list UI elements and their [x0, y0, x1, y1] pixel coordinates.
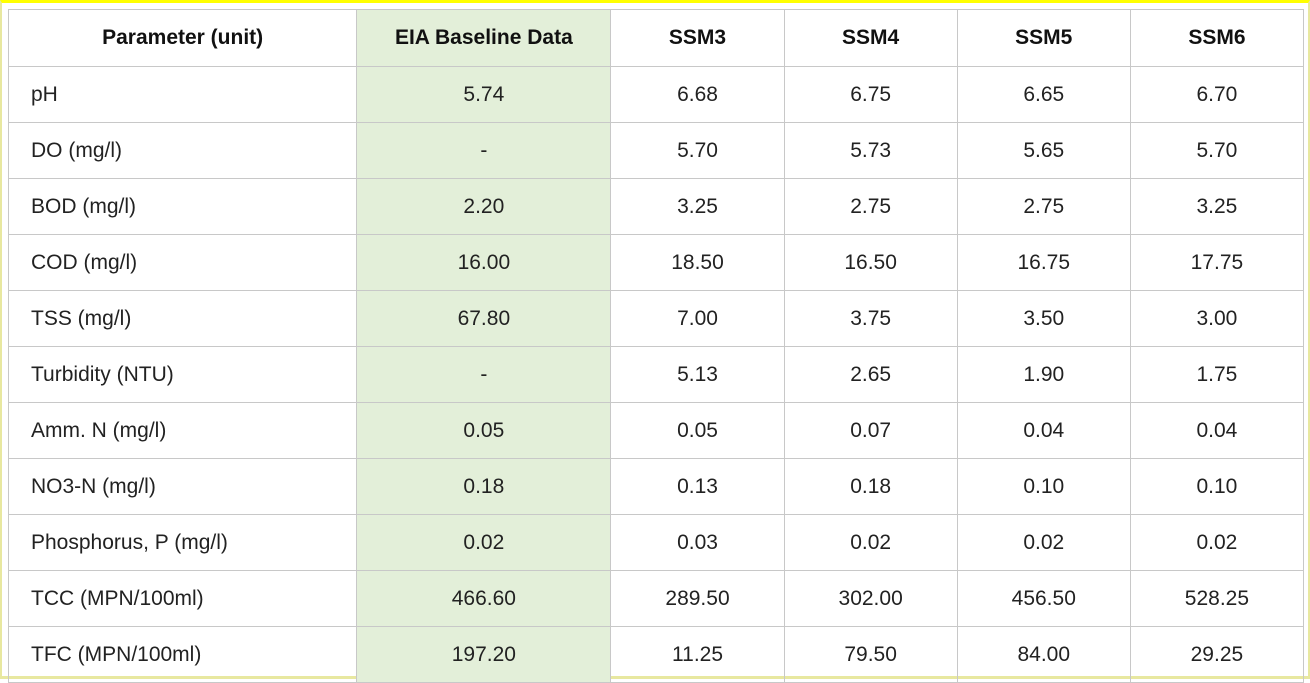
cell-ssm3: 289.50: [610, 570, 785, 627]
cell-ssm5: 0.10: [956, 458, 1131, 515]
cell-parameter: BOD (mg/l): [7, 178, 358, 235]
table-row: Amm. N (mg/l) 0.05 0.05 0.07 0.04 0.04: [7, 402, 1305, 459]
cell-eia-baseline: -: [356, 122, 612, 179]
cell-parameter: Amm. N (mg/l): [7, 402, 358, 459]
header-ssm6: SSM6: [1129, 9, 1305, 67]
water-quality-table: Parameter (unit) EIA Baseline Data SSM3 …: [7, 9, 1305, 683]
table-row: DO (mg/l) -5.70 5.73 5.65 5.70: [7, 122, 1305, 179]
cell-eia-baseline: 197.20: [356, 626, 612, 683]
cell-ssm3: 6.68: [610, 66, 785, 123]
cell-ssm3: 18.50: [610, 234, 785, 291]
table-row: Phosphorus, P (mg/l) 0.02 0.03 0.02 0.02 0.02: [7, 514, 1305, 571]
header-ssm4: SSM4: [783, 9, 958, 67]
cell-eia-baseline: 2.20: [356, 178, 612, 235]
cell-ssm3: 5.13: [610, 346, 785, 403]
cell-eia-baseline: 67.80: [356, 290, 612, 347]
cell-parameter: Phosphorus, P (mg/l): [7, 514, 358, 571]
cell-eia-baseline: 16.00: [356, 234, 612, 291]
cell-ssm4: 0.18: [783, 458, 958, 515]
cell-ssm6: 17.75: [1129, 234, 1305, 291]
cell-ssm5: 0.04: [956, 402, 1131, 459]
cell-ssm6: 1.75: [1129, 346, 1305, 403]
cell-eia-baseline: 0.05: [356, 402, 612, 459]
cell-ssm4: 5.73: [783, 122, 958, 179]
cell-ssm5: 1.90: [956, 346, 1131, 403]
cell-ssm6: 6.70: [1129, 66, 1305, 123]
table-row: pH 5.74 6.68 6.75 6.65 6.70: [7, 66, 1305, 123]
table-row: COD (mg/l) 16.00 18.50 16.50 16.75 17.75: [7, 234, 1305, 291]
cell-ssm4: 2.75: [783, 178, 958, 235]
cell-parameter: Turbidity (NTU): [7, 346, 358, 403]
cell-parameter: TFC (MPN/100ml): [7, 626, 358, 683]
cell-ssm6: 0.02: [1129, 514, 1305, 571]
cell-ssm3: 0.03: [610, 514, 785, 571]
cell-ssm5: 6.65: [956, 66, 1131, 123]
cell-ssm3: 5.70: [610, 122, 785, 179]
cell-ssm3: 11.25: [610, 626, 785, 683]
cell-ssm4: 2.65: [783, 346, 958, 403]
table-row: Turbidity (NTU) -5.13 2.65 1.90 1.75: [7, 346, 1305, 403]
cell-parameter: TCC (MPN/100ml): [7, 570, 358, 627]
cell-ssm4: 3.75: [783, 290, 958, 347]
cell-ssm5: 0.02: [956, 514, 1131, 571]
cell-ssm4: 6.75: [783, 66, 958, 123]
cell-ssm3: 0.05: [610, 402, 785, 459]
table-row: BOD (mg/l) 2.20 3.25 2.75 2.75 3.25: [7, 178, 1305, 235]
cell-parameter: DO (mg/l): [7, 122, 358, 179]
cell-parameter: COD (mg/l): [7, 234, 358, 291]
cell-ssm6: 3.00: [1129, 290, 1305, 347]
header-ssm5: SSM5: [956, 9, 1131, 67]
cell-ssm4: 0.07: [783, 402, 958, 459]
cell-ssm3: 7.00: [610, 290, 785, 347]
cell-ssm4: 79.50: [783, 626, 958, 683]
header-eia-baseline: EIA Baseline Data: [356, 9, 612, 67]
cell-ssm6: 0.04: [1129, 402, 1305, 459]
cell-ssm5: 2.75: [956, 178, 1131, 235]
cell-eia-baseline: 466.60: [356, 570, 612, 627]
cell-ssm6: 29.25: [1129, 626, 1305, 683]
cell-ssm5: 84.00: [956, 626, 1131, 683]
cell-ssm6: 528.25: [1129, 570, 1305, 627]
cell-ssm3: 0.13: [610, 458, 785, 515]
table-header-row: Parameter (unit) EIA Baseline Data SSM3 …: [7, 9, 1305, 67]
cell-ssm5: 16.75: [956, 234, 1131, 291]
cell-ssm5: 5.65: [956, 122, 1131, 179]
cell-parameter: NO3-N (mg/l): [7, 458, 358, 515]
cell-ssm4: 16.50: [783, 234, 958, 291]
cell-eia-baseline: 0.02: [356, 514, 612, 571]
table-row: TFC (MPN/100ml) 197.20 11.25 79.50 84.00 29.2…: [7, 626, 1305, 683]
table-row: TCC (MPN/100ml) 466.60 289.50 302.00 456.50 5…: [7, 570, 1305, 627]
cell-ssm3: 3.25: [610, 178, 785, 235]
cell-ssm4: 0.02: [783, 514, 958, 571]
cell-ssm5: 3.50: [956, 290, 1131, 347]
cell-ssm4: 302.00: [783, 570, 958, 627]
cell-parameter: TSS (mg/l): [7, 290, 358, 347]
table-row: TSS (mg/l) 67.80 7.00 3.75 3.50 3.00: [7, 290, 1305, 347]
cell-ssm6: 0.10: [1129, 458, 1305, 515]
cell-ssm5: 456.50: [956, 570, 1131, 627]
cell-eia-baseline: 0.18: [356, 458, 612, 515]
cell-ssm6: 5.70: [1129, 122, 1305, 179]
header-parameter: Parameter (unit): [7, 9, 358, 67]
header-ssm3: SSM3: [610, 9, 785, 67]
cell-parameter: pH: [7, 66, 358, 123]
cell-ssm6: 3.25: [1129, 178, 1305, 235]
table-body: pH 5.74 6.68 6.75 6.65 6.70 DO (mg/l) -5.70 5.73…: [7, 66, 1305, 683]
cell-eia-baseline: -: [356, 346, 612, 403]
table-row: NO3-N (mg/l) 0.18 0.13 0.18 0.10 0.10: [7, 458, 1305, 515]
cell-eia-baseline: 5.74: [356, 66, 612, 123]
